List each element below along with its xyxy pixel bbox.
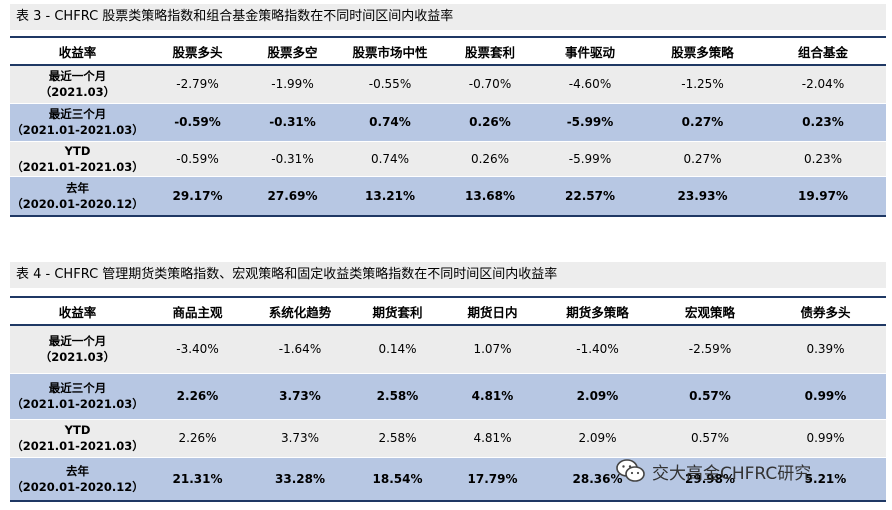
table-cell: 0.26%: [445, 141, 535, 177]
table-cell: -1.40%: [540, 325, 655, 374]
table-cell: -2.04%: [760, 65, 886, 104]
table4-header-cell: 系统化趋势: [250, 296, 350, 326]
table-cell: 4.81%: [445, 419, 540, 458]
table4: 收益率 商品主观 系统化趋势 期货套利 期货日内 期货多策略 宏观策略 债券多头…: [10, 296, 886, 502]
table3-header-cell: 股票多空: [250, 36, 335, 66]
table-cell: -1.25%: [645, 65, 760, 104]
table-cell: 0.23%: [760, 141, 886, 177]
table-cell: 2.09%: [540, 373, 655, 420]
table-cell: -0.59%: [145, 103, 250, 142]
table-cell: 2.58%: [350, 419, 445, 458]
table-cell: 22.57%: [535, 176, 645, 217]
table4-header-cell: 期货套利: [350, 296, 445, 326]
table-cell: 0.26%: [445, 103, 535, 142]
table-row: 去年 （2020.01-2020.12） 29.17% 27.69% 13.21%…: [10, 176, 886, 217]
table-cell: 29.98%: [655, 457, 765, 502]
watermark: 交大高金CHFRC研究: [616, 456, 811, 486]
table-cell: 2.26%: [145, 419, 250, 458]
table-cell: 0.27%: [645, 103, 760, 142]
table3-header-cell: 收益率: [10, 36, 145, 66]
table-cell: 0.23%: [760, 103, 886, 142]
table-cell: 0.39%: [765, 325, 886, 374]
table-cell: -1.99%: [250, 65, 335, 104]
row-label: 最近一个月 （2021.03）: [10, 65, 145, 104]
table-cell: -1.64%: [250, 325, 350, 374]
table4-header-cell: 债券多头: [765, 296, 886, 326]
table-cell: 2.26%: [145, 373, 250, 420]
table3-header-cell: 股票多头: [145, 36, 250, 66]
table-cell: 0.27%: [645, 141, 760, 177]
table-cell: 0.57%: [655, 373, 765, 420]
row-label: YTD （2021.01-2021.03）: [10, 141, 145, 177]
table-cell: 4.81%: [445, 373, 540, 420]
table4-header-cell: 商品主观: [145, 296, 250, 326]
table4-header-cell: 收益率: [10, 296, 145, 326]
table-cell: 0.74%: [335, 103, 445, 142]
table-cell: 18.54%: [350, 457, 445, 502]
table-cell: -0.59%: [145, 141, 250, 177]
row-label: 最近三个月 （2021.01-2021.03）: [10, 373, 145, 420]
table-row: 最近三个月 （2021.01-2021.03） -0.59% -0.31% 0.7…: [10, 103, 886, 142]
table4-header-cell: 宏观策略: [655, 296, 765, 326]
table-cell: 33.28%: [250, 457, 350, 502]
table-cell: 13.21%: [335, 176, 445, 217]
table-cell: 3.73%: [250, 419, 350, 458]
table-cell: 0.57%: [655, 419, 765, 458]
table3-header-row: 收益率 股票多头 股票多空 股票市场中性 股票套利 事件驱动 股票多策略 组合基…: [10, 36, 886, 66]
table-cell: 2.58%: [350, 373, 445, 420]
table-row: 最近一个月 （2021.03） -3.40% -1.64% 0.14% 1.07%…: [10, 325, 886, 374]
table-row: YTD （2021.01-2021.03） -0.59% -0.31% 0.74%…: [10, 141, 886, 177]
table3-header-cell: 股票市场中性: [335, 36, 445, 66]
table-row: 最近三个月 （2021.01-2021.03） 2.26% 3.73% 2.58%…: [10, 373, 886, 420]
table4-caption: 表 4 - CHFRC 管理期货类策略指数、宏观策略和固定收益类策略指数在不同时…: [10, 262, 886, 288]
table-cell: 0.99%: [765, 419, 886, 458]
table-cell: -4.60%: [535, 65, 645, 104]
table-cell: 17.79%: [445, 457, 540, 502]
table-cell: 21.31%: [145, 457, 250, 502]
table-cell: 19.97%: [760, 176, 886, 217]
table-cell: -2.59%: [655, 325, 765, 374]
table-cell: 0.74%: [335, 141, 445, 177]
wechat-icon: [616, 458, 646, 484]
table-cell: -0.70%: [445, 65, 535, 104]
table-cell: 13.68%: [445, 176, 535, 217]
table3-header-cell: 事件驱动: [535, 36, 645, 66]
row-label: YTD （2021.01-2021.03）: [10, 419, 145, 458]
table-cell: 23.93%: [645, 176, 760, 217]
table-cell: 27.69%: [250, 176, 335, 217]
table3-header-cell: 组合基金: [760, 36, 886, 66]
table4-header-cell: 期货多策略: [540, 296, 655, 326]
table-cell: 29.17%: [145, 176, 250, 217]
table-cell: 0.14%: [350, 325, 445, 374]
row-label: 去年 （2020.01-2020.12）: [10, 176, 145, 217]
table-cell: -2.79%: [145, 65, 250, 104]
row-label: 去年 （2020.01-2020.12）: [10, 457, 145, 502]
table-row: 最近一个月 （2021.03） -2.79% -1.99% -0.55% -0.7…: [10, 65, 886, 104]
table-cell: 0.99%: [765, 373, 886, 420]
table-cell: 5.21%: [765, 457, 886, 502]
table-row: 去年 （2020.01-2020.12） 21.31% 33.28% 18.54%…: [10, 457, 886, 502]
table3-header-cell: 股票套利: [445, 36, 535, 66]
table-cell: -0.31%: [250, 141, 335, 177]
table-cell: -5.99%: [535, 103, 645, 142]
table3-header-cell: 股票多策略: [645, 36, 760, 66]
table-cell: 3.73%: [250, 373, 350, 420]
table-cell: 2.09%: [540, 419, 655, 458]
row-label: 最近一个月 （2021.03）: [10, 325, 145, 374]
row-label: 最近三个月 （2021.01-2021.03）: [10, 103, 145, 142]
table-cell: -3.40%: [145, 325, 250, 374]
table-row: YTD （2021.01-2021.03） 2.26% 3.73% 2.58% 4…: [10, 419, 886, 458]
table-cell: -5.99%: [535, 141, 645, 177]
table3-caption: 表 3 - CHFRC 股票类策略指数和组合基金策略指数在不同时间区间内收益率: [10, 4, 886, 30]
watermark-text: 交大高金CHFRC研究: [652, 463, 812, 484]
table4-header-cell: 期货日内: [445, 296, 540, 326]
table3: 收益率 股票多头 股票多空 股票市场中性 股票套利 事件驱动 股票多策略 组合基…: [10, 36, 886, 217]
table4-header-row: 收益率 商品主观 系统化趋势 期货套利 期货日内 期货多策略 宏观策略 债券多头: [10, 296, 886, 326]
table-cell: -0.31%: [250, 103, 335, 142]
table-cell: -0.55%: [335, 65, 445, 104]
table-cell: 1.07%: [445, 325, 540, 374]
